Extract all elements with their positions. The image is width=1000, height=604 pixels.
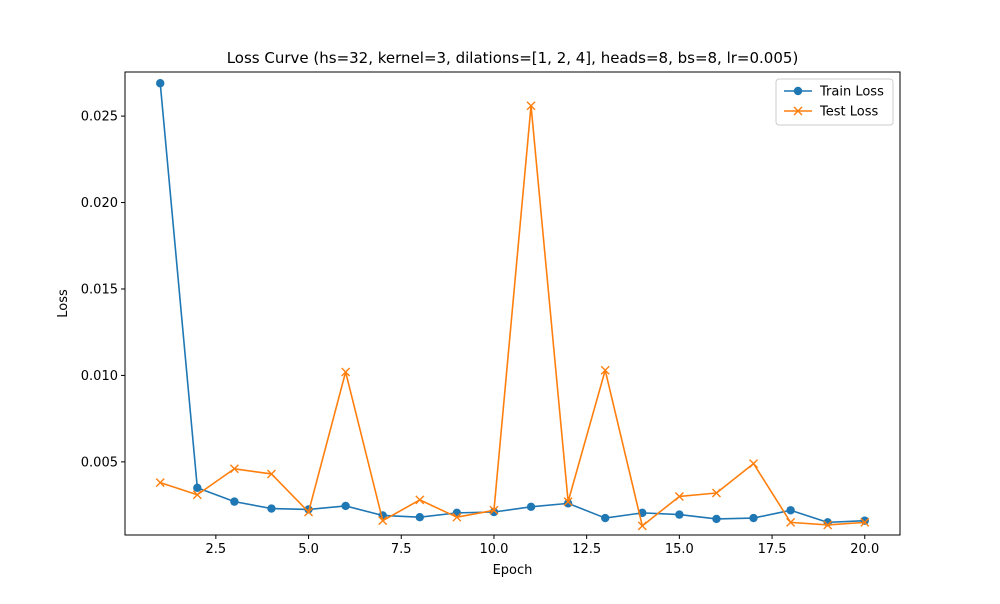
y-tick-label: 0.020 — [81, 196, 118, 211]
train-loss-point — [749, 513, 758, 523]
test-loss-marker-stroke — [304, 507, 314, 517]
train-loss-point — [675, 510, 684, 519]
test-loss-marker-stroke — [711, 488, 721, 498]
x-tick-label: 17.5 — [758, 542, 787, 557]
test-loss-point — [711, 488, 721, 498]
test-loss-marker-stroke — [563, 497, 573, 507]
test-loss-point — [229, 464, 239, 474]
axes-frame — [124, 71, 901, 536]
test-loss-marker-stroke — [266, 469, 276, 479]
test-loss-point — [378, 516, 388, 526]
test-loss-point — [563, 497, 573, 507]
test-loss-line — [159, 104, 865, 527]
legend-train-loss-label: Train Loss — [819, 85, 884, 100]
test-loss-marker-stroke — [749, 459, 759, 469]
test-loss-point — [674, 491, 684, 501]
train-loss-line — [159, 83, 865, 524]
train-loss-point — [193, 483, 202, 493]
train-loss-point — [230, 497, 239, 506]
test-loss-point — [637, 521, 647, 531]
train-loss-point — [601, 513, 610, 523]
test-loss-marker-stroke — [786, 517, 796, 527]
test-loss-point — [192, 490, 202, 500]
test-loss-point — [860, 517, 870, 527]
test-loss-marker-stroke — [415, 495, 425, 505]
x-tick-label: 10.0 — [479, 542, 508, 557]
x-tick-label: 5.0 — [298, 542, 319, 557]
test-loss-marker-stroke — [526, 101, 536, 111]
test-loss-point — [786, 517, 796, 527]
test-loss-point — [749, 459, 759, 469]
test-loss-point — [489, 505, 499, 515]
test-loss-marker-stroke — [860, 517, 870, 527]
train-loss-point — [563, 499, 573, 508]
train-loss-point — [415, 512, 424, 522]
chart-title: Loss Curve (hs=32, kernel=3, dilations=[… — [227, 49, 799, 67]
y-tick-label: 0.005 — [81, 455, 118, 470]
y-tick-label: 0.015 — [81, 282, 118, 297]
train-loss-point — [341, 501, 350, 511]
test-loss-point — [823, 520, 833, 530]
train-loss-point — [526, 502, 536, 512]
test-loss-point — [526, 101, 536, 111]
test-loss-marker-stroke — [674, 491, 684, 501]
train-loss-point — [786, 506, 795, 515]
test-loss-marker-stroke — [229, 464, 239, 474]
test-loss-point — [415, 495, 425, 505]
test-loss-point — [452, 512, 462, 522]
y-axis-label: Loss — [56, 289, 71, 318]
x-tick-label: 2.5 — [206, 542, 227, 557]
x-tick-label: 20.0 — [850, 542, 879, 557]
test-loss-marker-stroke — [489, 505, 499, 515]
test-loss-marker-stroke — [378, 516, 388, 526]
test-loss-point — [266, 469, 276, 479]
test-loss-marker-stroke — [341, 367, 351, 377]
test-loss-marker-stroke — [637, 521, 647, 531]
legend-train-loss-marker — [793, 86, 803, 96]
legend-marker-stroke — [793, 106, 803, 116]
train-loss-point — [267, 504, 276, 513]
train-loss-point — [712, 514, 721, 524]
x-tick-label: 15.0 — [665, 542, 694, 557]
test-loss-point — [600, 365, 610, 375]
test-loss-marker-stroke — [192, 490, 202, 500]
x-axis-label: Epoch — [493, 563, 533, 578]
test-loss-marker-stroke — [452, 512, 462, 522]
test-loss-marker-stroke — [155, 478, 165, 488]
x-tick-label: 7.5 — [391, 542, 412, 557]
y-tick-label: 0.010 — [81, 369, 118, 384]
y-tick-label: 0.025 — [81, 110, 118, 125]
train-loss-point — [860, 516, 869, 525]
x-tick-label: 12.5 — [572, 542, 601, 557]
legend-test-loss-marker — [793, 106, 803, 116]
test-loss-point — [304, 507, 314, 517]
train-loss-point — [156, 79, 165, 88]
test-loss-point — [341, 367, 351, 377]
test-loss-point — [155, 478, 165, 488]
test-loss-marker-stroke — [600, 365, 610, 375]
test-loss-marker-stroke — [823, 520, 833, 530]
legend: Train Loss Test Loss — [775, 78, 894, 126]
legend-test-loss-label: Test Loss — [819, 105, 878, 120]
